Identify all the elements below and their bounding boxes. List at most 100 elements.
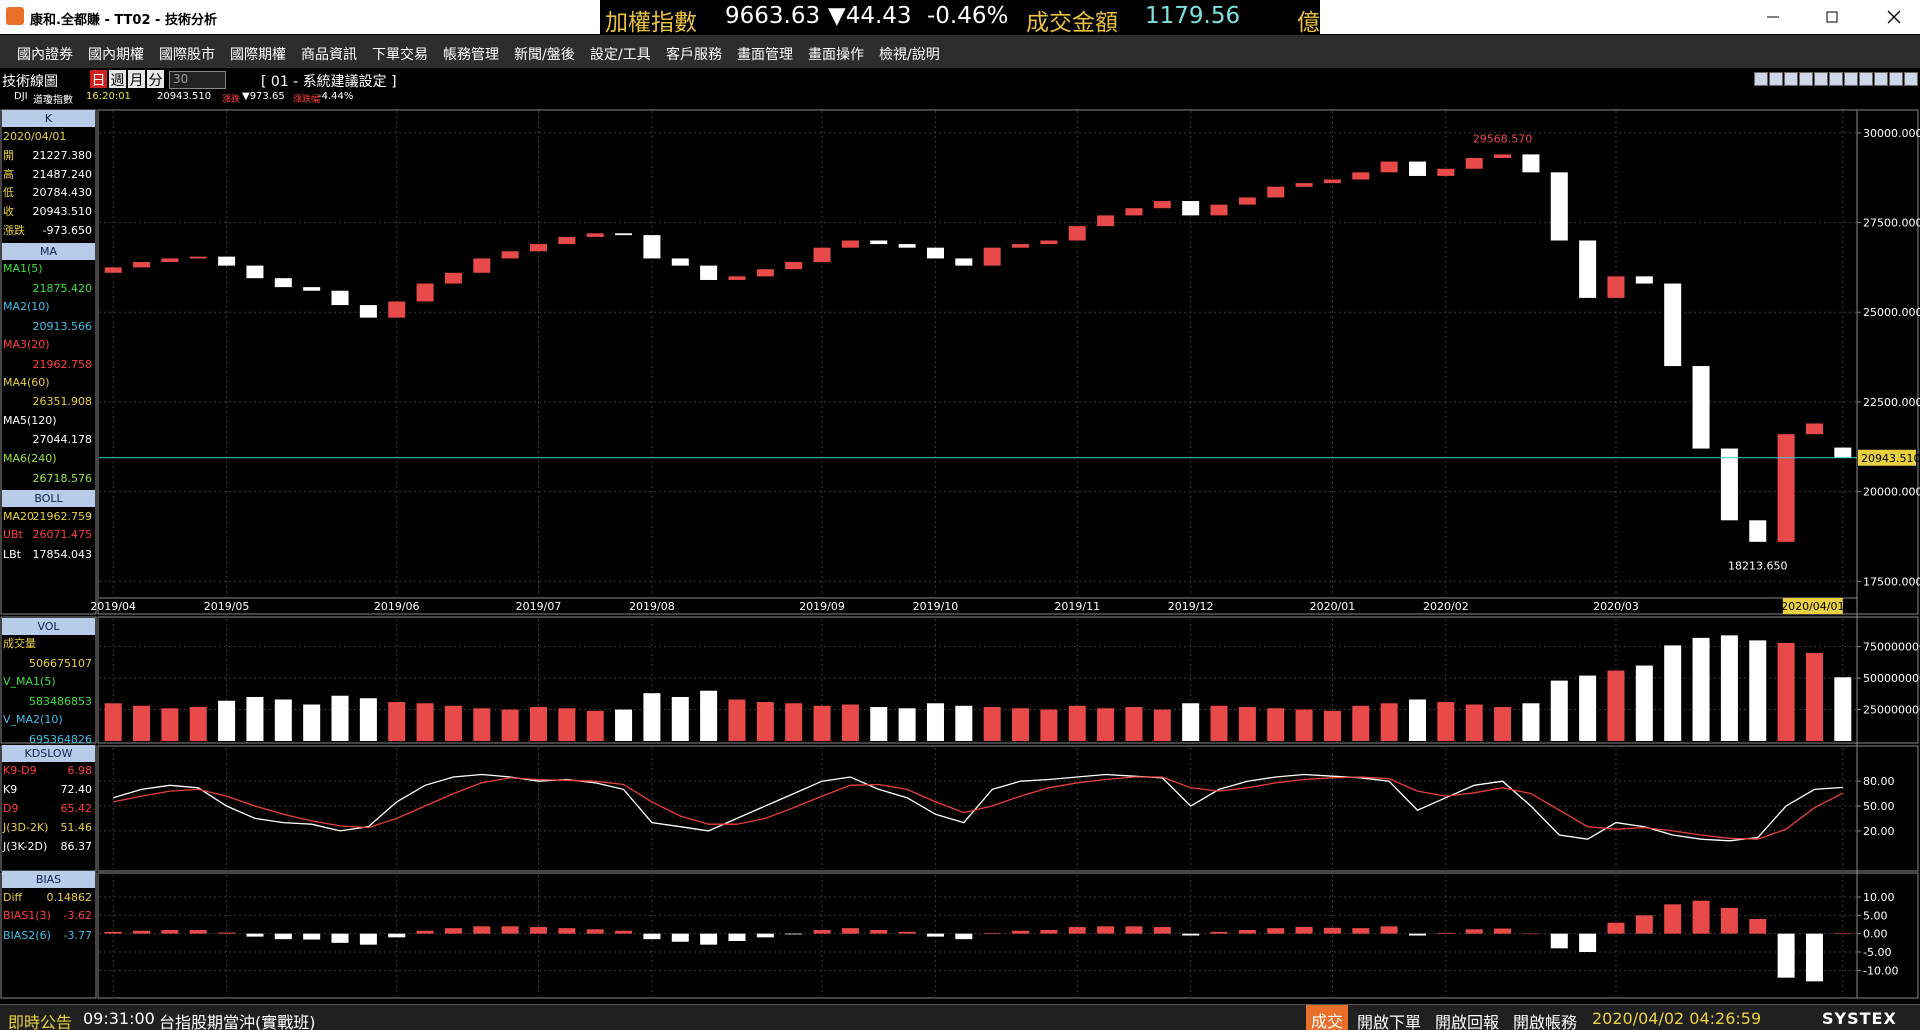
menu-item[interactable]: 帳務管理: [443, 47, 499, 63]
bar: [501, 709, 519, 741]
tool-button[interactable]: [1859, 72, 1873, 86]
close-button[interactable]: [1887, 10, 1901, 24]
bar: [1182, 933, 1200, 936]
menu-item[interactable]: 設定/工具: [590, 47, 651, 63]
candle-body: [274, 278, 292, 288]
minutes-select[interactable]: 30: [169, 71, 226, 89]
bar: [1777, 933, 1795, 978]
candle-body: [1494, 154, 1512, 158]
setting-label[interactable]: [ 01 - 系統建議設定 ]: [261, 74, 397, 90]
y-tick-label: 30000.000: [1863, 127, 1920, 140]
tool-button[interactable]: [1844, 72, 1858, 86]
menu-item[interactable]: 客戶服務: [666, 47, 722, 63]
bar: [1494, 928, 1512, 934]
turnover-value: 1179.56: [1145, 3, 1241, 29]
bar: [813, 705, 831, 741]
row-value: 21487.240: [32, 168, 93, 181]
y-tick-label: -5.00: [1863, 946, 1891, 959]
bar: [1408, 933, 1427, 936]
bar: [1153, 927, 1171, 934]
tool-button[interactable]: [1889, 72, 1903, 86]
bar: [1635, 665, 1653, 741]
info-name: 道瓊指數: [33, 95, 73, 106]
tool-button[interactable]: [1904, 72, 1918, 86]
row-value: 583486853: [29, 695, 92, 708]
tool-button[interactable]: [1799, 72, 1813, 86]
candle-body: [1664, 283, 1682, 367]
period-tab[interactable]: 週: [109, 70, 126, 89]
bar: [756, 702, 774, 741]
bar: [1380, 703, 1398, 741]
row-label: MA6(240): [3, 452, 57, 465]
bar: [700, 690, 718, 741]
menu-item[interactable]: 國際期權: [230, 47, 286, 63]
period-tab[interactable]: 分: [147, 70, 164, 89]
menu-item[interactable]: 畫面管理: [737, 47, 793, 63]
period-tab[interactable]: 日: [90, 70, 107, 89]
candle-body: [1012, 244, 1030, 248]
tool-button[interactable]: [1769, 72, 1783, 86]
menu-item[interactable]: 新聞/盤後: [514, 47, 575, 63]
bar: [813, 930, 831, 934]
bar: [1295, 927, 1313, 934]
y-tick-label: 5.00: [1863, 909, 1888, 922]
candle-body: [444, 272, 462, 284]
menu-item[interactable]: 商品資訊: [301, 47, 357, 63]
row-value: 26718.576: [32, 472, 93, 485]
bar: [303, 933, 321, 940]
menu-item[interactable]: 國內證券: [17, 47, 73, 63]
bar: [218, 700, 236, 741]
left-panel: K 2020/04/01 開 21227.380 高 21487.240 低 20784.43…: [0, 108, 98, 1000]
bar: [671, 933, 689, 942]
row-value: 51.46: [60, 821, 93, 834]
row-label: 漲跌: [3, 224, 25, 237]
menu-item[interactable]: 國際股市: [159, 47, 215, 63]
row-label: MA4(60): [3, 376, 50, 389]
row-value: -3.77: [63, 929, 92, 942]
line-series: [113, 776, 1844, 840]
x-tick-label: 2019/05: [204, 600, 250, 613]
notice-headline[interactable]: 台指股期當沖(實戰班): [159, 1013, 316, 1030]
row-label: Diff: [3, 891, 23, 904]
bar: [501, 926, 519, 934]
candle-body: [983, 247, 1001, 266]
tool-button[interactable]: [1829, 72, 1843, 86]
bar: [1267, 708, 1285, 741]
order-button[interactable]: 開啟下單: [1357, 1013, 1422, 1030]
section-header: BIAS: [2, 871, 95, 888]
bar: [1380, 926, 1398, 934]
bar: [1465, 929, 1483, 934]
ticker-change: ▼44.43: [828, 3, 912, 29]
info-symbol: DJI: [14, 91, 28, 102]
tool-button[interactable]: [1784, 72, 1798, 86]
report-button[interactable]: 開啟回報: [1435, 1013, 1500, 1030]
candle-body: [1550, 172, 1568, 241]
period-tab[interactable]: 月: [128, 70, 145, 89]
bar: [331, 933, 349, 943]
menu-item[interactable]: 畫面操作: [808, 47, 864, 63]
row-label: LBt: [3, 548, 21, 561]
bar: [728, 699, 746, 741]
bar: [1153, 709, 1171, 741]
menu-item[interactable]: 檢視/說明: [879, 47, 940, 63]
y-tick-label: -10.00: [1863, 964, 1898, 977]
menu-item[interactable]: 下單交易: [372, 47, 428, 63]
bar: [359, 933, 377, 945]
x-tick-label: 2020/02: [1423, 600, 1469, 613]
account-button[interactable]: 開啟帳務: [1513, 1013, 1578, 1030]
deal-button[interactable]: 成交: [1306, 1005, 1349, 1030]
restore-button[interactable]: [1826, 11, 1838, 23]
info-change-label: 漲跌: [222, 95, 241, 105]
bar: [1805, 652, 1823, 741]
tool-button[interactable]: [1874, 72, 1888, 86]
menu-item[interactable]: 國內期權: [88, 47, 144, 63]
candle-body: [1125, 208, 1143, 216]
bar: [1522, 933, 1540, 935]
bar: [643, 693, 661, 741]
window-controls: [1767, 10, 1901, 24]
bar: [756, 933, 774, 938]
tool-button[interactable]: [1814, 72, 1828, 86]
y-tick-label: 250000000: [1863, 704, 1920, 717]
row-label: 收: [3, 205, 14, 218]
tool-button[interactable]: [1754, 72, 1768, 86]
